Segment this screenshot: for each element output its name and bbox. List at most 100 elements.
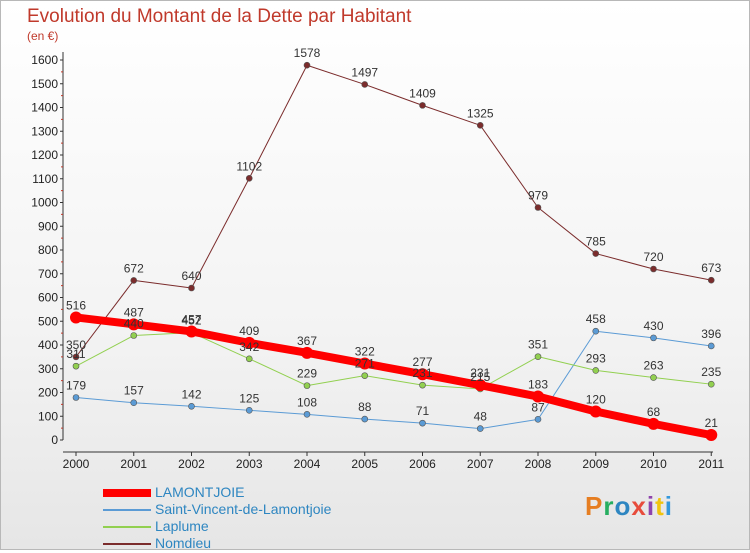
y-tick-label: 600 bbox=[38, 291, 58, 305]
data-label-lamontjoie: 68 bbox=[647, 405, 661, 419]
data-point-lamontjoie bbox=[301, 346, 313, 359]
data-point-lamontjoie bbox=[243, 336, 256, 349]
data-point-laplume bbox=[72, 362, 80, 370]
data-label-laplume: 351 bbox=[528, 338, 548, 352]
series-line-laplume bbox=[75, 332, 712, 390]
series-line-lamontjoie bbox=[72, 313, 716, 440]
data-label-laplume: 452 bbox=[181, 314, 201, 328]
data-label-lamontjoie: 487 bbox=[124, 305, 144, 319]
x-tick-label: 2009 bbox=[582, 457, 609, 471]
x-tick-label: 2002 bbox=[178, 457, 205, 471]
data-point-nomdieu bbox=[650, 265, 657, 273]
data-label-lamontjoie: 120 bbox=[586, 393, 606, 407]
x-tick-label: 2006 bbox=[409, 457, 436, 471]
logo-letter: i bbox=[664, 491, 673, 521]
data-label-lamontjoie: 322 bbox=[355, 345, 375, 359]
data-label-nomdieu: 1409 bbox=[409, 86, 436, 100]
data-point-saint-vincent-de-lamontjoie bbox=[72, 394, 80, 401]
data-point-laplume bbox=[130, 332, 138, 339]
data-point-saint-vincent-de-lamontjoie bbox=[592, 327, 600, 335]
data-point-lamontjoie bbox=[185, 325, 198, 338]
data-label-lamontjoie: 231 bbox=[470, 366, 490, 380]
data-label-laplume: 229 bbox=[297, 367, 317, 381]
data-point-saint-vincent-de-lamontjoie bbox=[476, 425, 484, 432]
data-label-saint-vincent-de-lamontjoie: 125 bbox=[239, 391, 259, 405]
data-point-nomdieu bbox=[476, 122, 484, 129]
data-label-laplume: 235 bbox=[701, 365, 721, 379]
data-point-lamontjoie bbox=[416, 368, 429, 381]
y-tick-label: 300 bbox=[38, 362, 58, 376]
data-label-laplume: 342 bbox=[239, 340, 259, 354]
data-label-laplume: 231 bbox=[412, 366, 432, 380]
legend-swatch bbox=[103, 526, 151, 528]
data-label-laplume: 311 bbox=[66, 347, 85, 361]
data-label-saint-vincent-de-lamontjoie: 157 bbox=[124, 384, 144, 398]
data-label-nomdieu: 350 bbox=[66, 338, 86, 352]
data-point-laplume bbox=[245, 355, 253, 363]
data-label-saint-vincent-de-lamontjoie: 88 bbox=[358, 400, 372, 414]
logo-letter: t bbox=[655, 491, 665, 521]
data-point-nomdieu bbox=[361, 81, 369, 88]
data-point-nomdieu bbox=[303, 61, 311, 69]
y-tick-label: 0 bbox=[51, 433, 58, 447]
legend-label: Nomdieu bbox=[155, 535, 212, 551]
x-tick-label: 2011 bbox=[698, 457, 724, 471]
data-point-nomdieu bbox=[592, 250, 600, 257]
legend-label: Laplume bbox=[155, 518, 209, 534]
data-label-lamontjoie: 409 bbox=[239, 324, 259, 338]
data-label-nomdieu: 720 bbox=[643, 250, 663, 264]
data-point-nomdieu bbox=[707, 276, 715, 284]
data-label-lamontjoie: 183 bbox=[528, 378, 548, 392]
y-tick-label: 100 bbox=[38, 409, 58, 423]
data-point-laplume bbox=[361, 372, 369, 379]
y-tick-label: 200 bbox=[38, 386, 58, 400]
x-tick-label: 2007 bbox=[467, 457, 494, 471]
y-tick-label: 1200 bbox=[31, 148, 58, 162]
data-label-saint-vincent-de-lamontjoie: 71 bbox=[416, 404, 430, 418]
data-point-saint-vincent-de-lamontjoie bbox=[707, 342, 715, 350]
data-label-saint-vincent-de-lamontjoie: 458 bbox=[586, 312, 606, 326]
x-tick-label: 2010 bbox=[640, 457, 667, 471]
series-line-nomdieu bbox=[75, 64, 712, 358]
data-label-saint-vincent-de-lamontjoie: 430 bbox=[643, 319, 663, 333]
data-point-saint-vincent-de-lamontjoie bbox=[534, 416, 542, 423]
data-label-saint-vincent-de-lamontjoie: 48 bbox=[474, 410, 488, 424]
data-label-lamontjoie: 21 bbox=[705, 416, 719, 430]
data-point-saint-vincent-de-lamontjoie bbox=[188, 402, 195, 410]
legend-swatch bbox=[103, 543, 151, 545]
data-point-laplume bbox=[592, 367, 600, 374]
data-label-laplume: 293 bbox=[586, 351, 606, 365]
y-tick-label: 1000 bbox=[31, 196, 58, 210]
data-point-saint-vincent-de-lamontjoie bbox=[419, 419, 426, 427]
data-point-saint-vincent-de-lamontjoie bbox=[130, 399, 138, 407]
data-point-laplume bbox=[650, 374, 657, 381]
y-tick-label: 400 bbox=[38, 338, 58, 352]
y-tick-label: 700 bbox=[38, 267, 58, 281]
data-point-lamontjoie bbox=[127, 318, 140, 331]
data-label-nomdieu: 673 bbox=[701, 261, 721, 275]
data-label-laplume: 271 bbox=[355, 357, 375, 371]
x-tick-label: 2003 bbox=[236, 457, 263, 471]
data-label-laplume: 263 bbox=[643, 359, 663, 373]
data-point-nomdieu bbox=[130, 277, 138, 284]
data-label-saint-vincent-de-lamontjoie: 142 bbox=[181, 387, 201, 401]
data-label-laplume: 440 bbox=[124, 317, 144, 331]
y-tick-label: 1600 bbox=[31, 53, 58, 67]
data-label-lamontjoie: 516 bbox=[66, 298, 86, 312]
data-point-saint-vincent-de-lamontjoie bbox=[650, 334, 657, 342]
data-point-nomdieu bbox=[245, 174, 253, 182]
data-point-lamontjoie bbox=[474, 379, 487, 392]
data-point-laplume bbox=[534, 353, 542, 360]
data-label-nomdieu: 1325 bbox=[467, 106, 494, 120]
data-point-lamontjoie bbox=[358, 357, 371, 370]
data-label-saint-vincent-de-lamontjoie: 108 bbox=[297, 395, 317, 409]
logo-letter: r bbox=[603, 491, 615, 521]
y-tick-label: 1400 bbox=[31, 101, 58, 115]
logo-letter: i bbox=[646, 491, 656, 521]
x-tick-label: 2001 bbox=[120, 457, 147, 471]
data-point-nomdieu bbox=[72, 353, 80, 361]
data-label-laplume: 215 bbox=[470, 370, 490, 384]
data-point-lamontjoie bbox=[532, 390, 544, 403]
